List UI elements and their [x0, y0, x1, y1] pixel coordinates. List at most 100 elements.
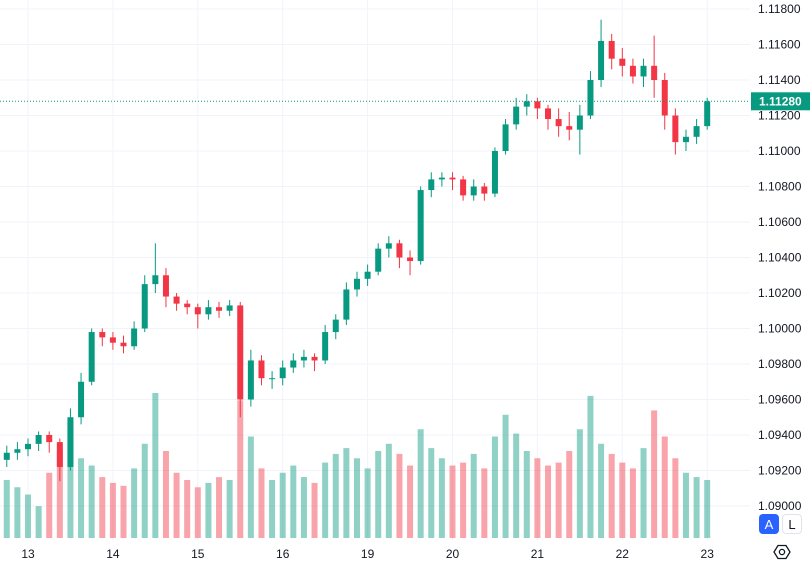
- candle-body: [364, 271, 371, 279]
- candle-body: [672, 115, 679, 143]
- volume-bar: [375, 451, 382, 538]
- candle-body: [184, 303, 191, 308]
- volume-bar: [682, 472, 689, 538]
- price-tick-label: 1.10000: [758, 322, 802, 336]
- candle-body: [35, 435, 42, 444]
- last-price-label: 1.11280: [759, 94, 802, 108]
- volume-bar: [640, 448, 647, 538]
- volume-bar: [608, 453, 615, 538]
- volume-bar: [141, 443, 148, 538]
- candle-body: [25, 443, 31, 450]
- volume-bar: [216, 477, 223, 538]
- candle-body: [598, 40, 605, 80]
- candle-body: [353, 278, 360, 290]
- price-tick-label: 1.11800: [758, 2, 801, 16]
- candle-body: [385, 243, 392, 249]
- volume-bar: [35, 506, 42, 538]
- volume-bar: [438, 458, 445, 538]
- candle-body: [491, 151, 498, 194]
- volume-bar: [449, 465, 456, 538]
- candle-body: [438, 177, 445, 180]
- volume-bar: [184, 480, 191, 538]
- candle-body: [173, 296, 180, 304]
- candle-body: [78, 381, 85, 418]
- volume-bar: [152, 393, 159, 538]
- volume-bar: [523, 451, 530, 538]
- price-tick-label: 1.11400: [758, 73, 801, 87]
- candle-body: [651, 65, 658, 80]
- price-tick-label: 1.09800: [758, 357, 802, 371]
- candle-body: [279, 367, 286, 379]
- candle-body: [14, 449, 21, 453]
- log-scale-button[interactable]: L: [782, 514, 802, 534]
- volume-bar: [311, 482, 318, 538]
- candle-body: [290, 360, 297, 368]
- candle-body: [343, 289, 350, 320]
- volume-bar: [353, 458, 360, 538]
- candle-body: [619, 58, 626, 66]
- volume-bar: [226, 480, 233, 538]
- candle-body: [513, 106, 520, 125]
- price-tick-label: 1.10400: [758, 251, 802, 265]
- volume-bar: [14, 487, 21, 538]
- time-tick-label: 20: [446, 547, 460, 561]
- candle-body: [523, 101, 530, 107]
- time-tick-label: 21: [531, 547, 545, 561]
- candle-body: [269, 378, 276, 380]
- time-tick-label: 14: [106, 547, 120, 561]
- candle-body: [545, 108, 552, 120]
- candle-body: [3, 452, 10, 460]
- volume-bar: [502, 414, 509, 538]
- grid-lines: [0, 0, 750, 540]
- candle-body: [300, 356, 307, 361]
- candle-body: [608, 40, 615, 59]
- volume-bar: [109, 482, 116, 538]
- candle-body: [237, 305, 244, 400]
- volume-bar: [78, 458, 85, 538]
- candle-body: [258, 360, 265, 379]
- candle-body: [311, 356, 318, 361]
- volume-bar: [598, 443, 605, 538]
- price-axis[interactable]: 1.11800 1.11600 1.11400 1.11200 1.11000 1.108…: [758, 2, 802, 513]
- candle-body: [704, 101, 711, 127]
- volume-bar: [343, 448, 350, 538]
- volume-bar: [693, 477, 700, 538]
- volume-bar: [258, 468, 265, 538]
- candle-body: [428, 179, 435, 191]
- volume-bar: [651, 410, 658, 538]
- volume-bar: [3, 480, 10, 538]
- volume-bar: [513, 433, 520, 538]
- volume-bar: [661, 436, 668, 538]
- price-tick-label: 1.09400: [758, 428, 802, 442]
- candle-body: [131, 328, 138, 347]
- volume-bar: [67, 422, 74, 538]
- volume-bar: [269, 480, 276, 538]
- volume-bar: [460, 462, 467, 538]
- volume-bar: [173, 472, 180, 538]
- auto-scale-button[interactable]: A: [759, 514, 779, 534]
- volume-bar: [385, 443, 392, 538]
- volume-bar: [279, 472, 286, 538]
- price-tick-label: 1.11600: [758, 38, 801, 52]
- volume-bar: [555, 462, 562, 538]
- candle-body: [682, 136, 689, 143]
- price-tick-label: 1.10600: [758, 215, 802, 229]
- candles: [3, 19, 711, 482]
- volume-bar: [545, 465, 552, 538]
- candle-body: [629, 65, 636, 77]
- time-axis[interactable]: 13 14 15 16 19 20 21 22 23: [21, 547, 714, 561]
- volume-bar: [88, 465, 95, 538]
- candle-body: [162, 275, 169, 297]
- candle-body: [216, 307, 223, 311]
- settings-gear-icon[interactable]: [773, 543, 791, 561]
- candle-body: [109, 337, 116, 343]
- price-tick-label: 1.11200: [758, 109, 801, 123]
- volume-bar: [290, 465, 297, 538]
- time-tick-label: 22: [616, 547, 630, 561]
- volume-bar: [322, 462, 329, 538]
- candle-body: [407, 257, 414, 262]
- volume-bar: [428, 448, 435, 538]
- candle-body: [226, 305, 233, 311]
- candle-body: [576, 115, 583, 130]
